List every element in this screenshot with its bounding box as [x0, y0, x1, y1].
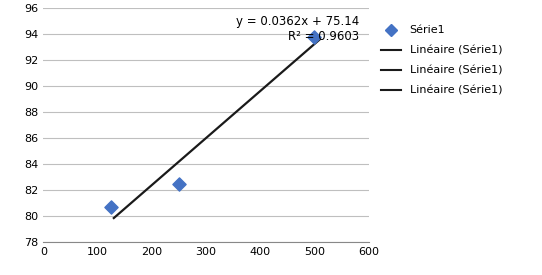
Point: [107, 205, 115, 209]
Text: y = 0.0362x + 75.14
R² = 0.9603: y = 0.0362x + 75.14 R² = 0.9603: [236, 15, 359, 43]
Legend: Série1, Linéaire (Série1), Linéaire (Série1), Linéaire (Série1): Série1, Linéaire (Série1), Linéaire (Sér…: [380, 26, 502, 95]
Point: [310, 35, 319, 39]
Point: [175, 181, 183, 186]
